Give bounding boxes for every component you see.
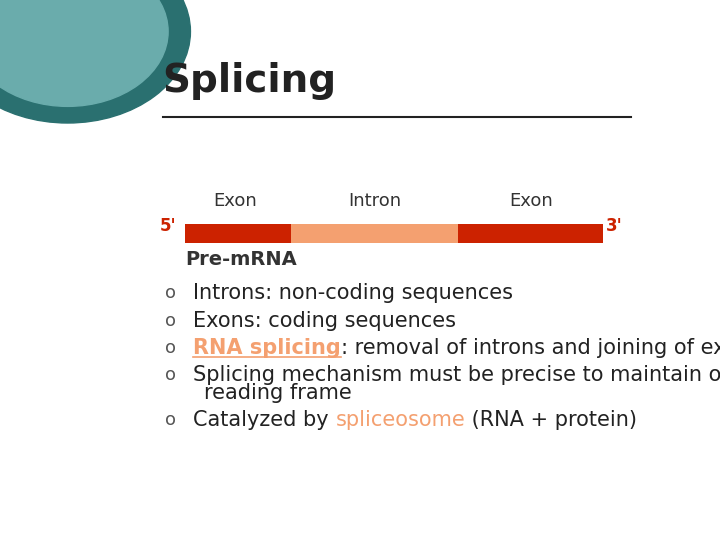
Text: : removal of introns and joining of exons: : removal of introns and joining of exon… — [341, 338, 720, 357]
Bar — [459, 224, 603, 242]
Text: 3': 3' — [606, 217, 623, 235]
Bar — [185, 224, 291, 242]
Text: 5': 5' — [160, 217, 176, 235]
Text: Exon: Exon — [509, 192, 553, 210]
Text: Splicing mechanism must be precise to maintain open: Splicing mechanism must be precise to ma… — [193, 364, 720, 384]
Text: Introns: non-coding sequences: Introns: non-coding sequences — [193, 284, 513, 303]
Text: spliceosome: spliceosome — [336, 410, 465, 430]
Text: Splicing: Splicing — [163, 62, 337, 100]
Text: o: o — [166, 366, 176, 383]
Text: Intron: Intron — [348, 192, 401, 210]
Bar — [291, 224, 459, 242]
Text: Exons: coding sequences: Exons: coding sequences — [193, 310, 456, 330]
Text: RNA splicing: RNA splicing — [193, 338, 341, 357]
Circle shape — [0, 0, 190, 123]
Text: reading frame: reading frame — [204, 383, 352, 403]
Text: o: o — [166, 285, 176, 302]
Text: Catalyzed by: Catalyzed by — [193, 410, 336, 430]
Text: o: o — [166, 312, 176, 329]
Text: Pre-mRNA: Pre-mRNA — [185, 250, 297, 269]
Text: Exon: Exon — [213, 192, 257, 210]
Text: (RNA + protein): (RNA + protein) — [465, 410, 637, 430]
Text: o: o — [166, 339, 176, 356]
Text: o: o — [166, 411, 176, 429]
Circle shape — [0, 0, 168, 106]
